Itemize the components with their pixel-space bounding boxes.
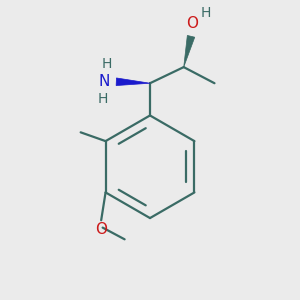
Text: O: O [186,16,198,31]
Text: H: H [98,92,108,106]
Text: H: H [201,6,211,20]
Text: H: H [102,57,112,70]
Polygon shape [184,35,195,67]
Polygon shape [116,78,150,85]
Text: O: O [95,222,107,237]
Text: N: N [98,74,110,89]
